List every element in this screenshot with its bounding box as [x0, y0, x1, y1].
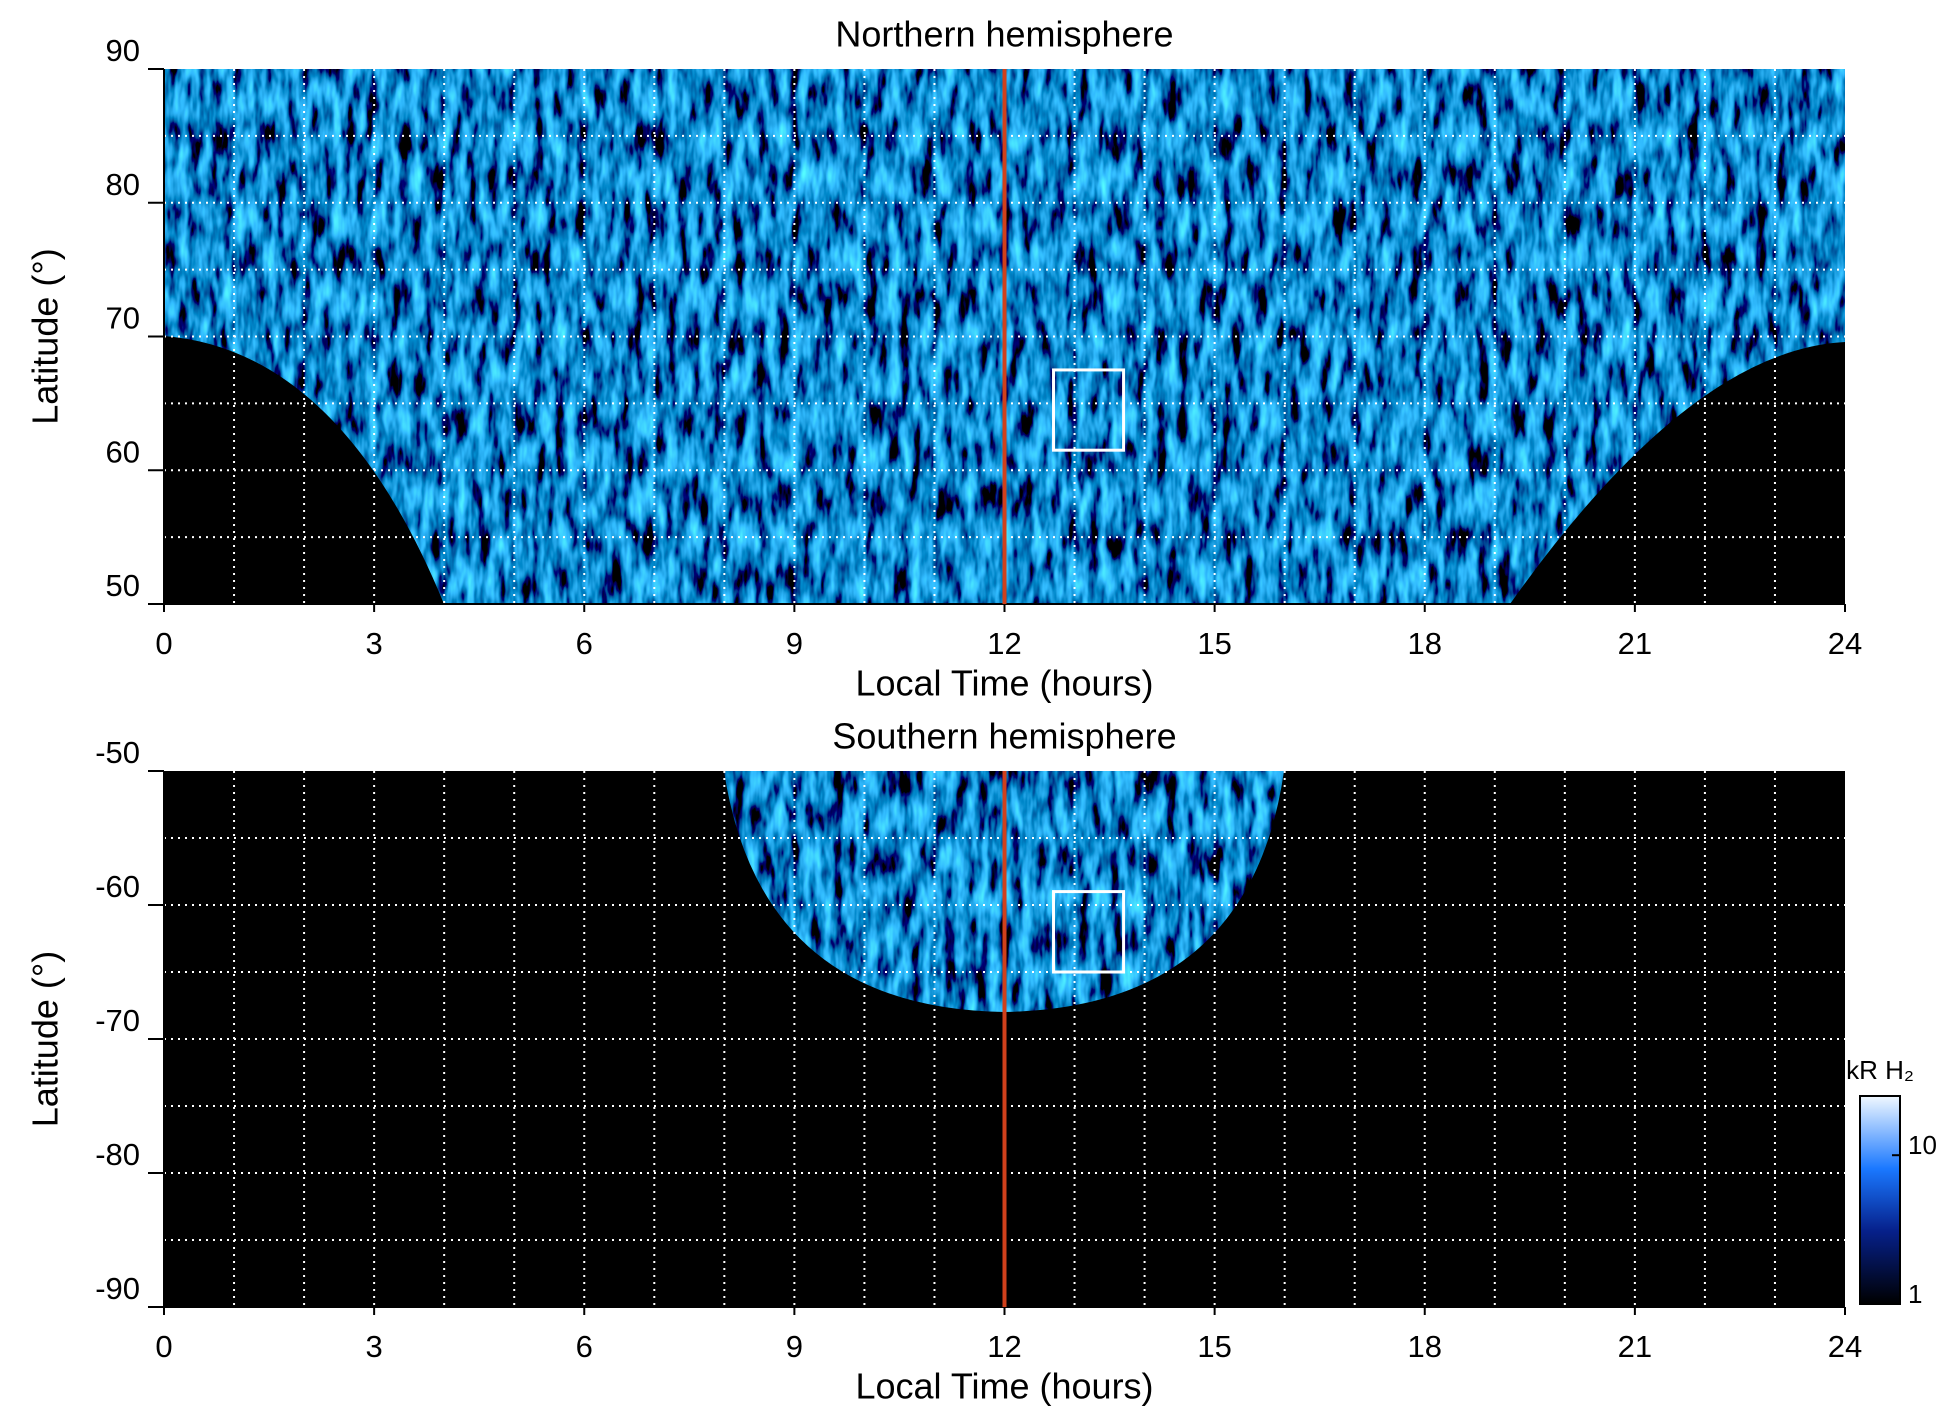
- x-tick-label: 0: [155, 626, 172, 661]
- y-tick-label: 60: [106, 434, 140, 469]
- y-axis-label: Latitude (°): [25, 951, 66, 1127]
- y-tick-label: -80: [95, 1137, 140, 1172]
- y-tick-label: -60: [95, 869, 140, 904]
- y-tick-label: 50: [106, 568, 140, 603]
- y-tick-label: 80: [106, 167, 140, 202]
- chart-title: Southern hemisphere: [832, 716, 1176, 757]
- x-tick-label: 12: [987, 1329, 1021, 1364]
- x-tick-label: 6: [576, 1329, 593, 1364]
- x-tick-label: 9: [786, 626, 803, 661]
- colorbar: [1859, 1095, 1901, 1305]
- region-box: [1052, 368, 1126, 452]
- y-tick-label: -50: [95, 735, 140, 770]
- x-tick-label: 18: [1408, 626, 1442, 661]
- x-tick-label: 15: [1197, 626, 1231, 661]
- colorbar-tick-label: 10: [1908, 1130, 1937, 1160]
- region-box: [1052, 890, 1126, 974]
- x-tick-label: 24: [1828, 1329, 1862, 1364]
- x-tick-label: 3: [366, 626, 383, 661]
- colorbar-tick-label: 1: [1908, 1279, 1922, 1309]
- x-tick-label: 21: [1618, 1329, 1652, 1364]
- x-tick-label: 0: [155, 1329, 172, 1364]
- x-tick-label: 9: [786, 1329, 803, 1364]
- x-tick-label: 18: [1408, 1329, 1442, 1364]
- x-tick-label: 3: [366, 1329, 383, 1364]
- y-tick-label: -90: [95, 1271, 140, 1306]
- x-tick-label: 6: [576, 626, 593, 661]
- chart-title: Northern hemisphere: [835, 14, 1173, 55]
- x-tick-label: 15: [1197, 1329, 1231, 1364]
- x-tick-label: 24: [1828, 626, 1862, 661]
- y-tick-label: 90: [106, 33, 140, 68]
- y-tick-label: 70: [106, 301, 140, 336]
- x-tick-label: 12: [987, 626, 1021, 661]
- y-axis-label: Latitude (°): [25, 248, 66, 424]
- x-axis-label: Local Time (hours): [855, 663, 1153, 704]
- x-tick-label: 21: [1618, 626, 1652, 661]
- x-axis-label: Local Time (hours): [855, 1366, 1153, 1407]
- colorbar-label: kR H₂: [1846, 1055, 1914, 1085]
- y-tick-label: -70: [95, 1003, 140, 1038]
